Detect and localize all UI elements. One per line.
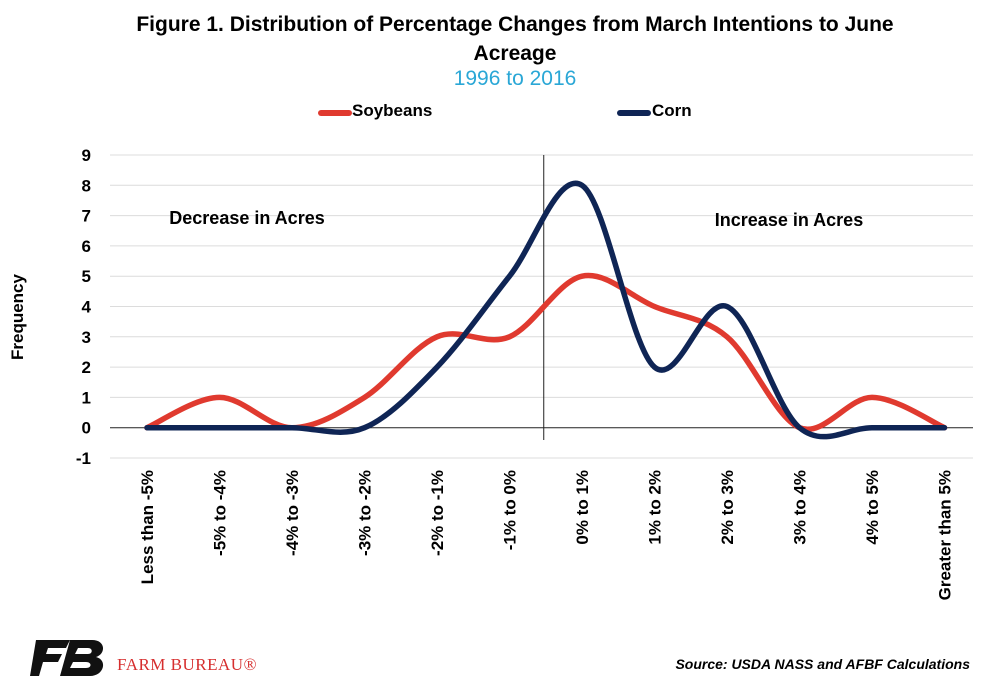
x-tick-label: 3% to 4%: [791, 470, 810, 545]
x-tick-label: 2% to 3%: [718, 470, 737, 545]
chart-title: Figure 1. Distribution of Percentage Cha…: [0, 10, 992, 68]
x-tick-label: -5% to -4%: [211, 470, 230, 556]
y-tick-label: 7: [82, 207, 91, 226]
y-tick-label: 5: [82, 267, 91, 286]
y-tick-label: -1: [76, 449, 91, 468]
x-tick-label: Less than -5%: [138, 470, 157, 584]
annotation-increase: Increase in Acres: [715, 210, 863, 230]
legend-swatch-corn: [617, 110, 651, 116]
x-tick-label: -4% to -3%: [283, 470, 302, 556]
farm-bureau-logo-text: FARM BUREAU®: [117, 655, 257, 674]
y-tick-label: 1: [82, 388, 91, 407]
annotation-decrease: Decrease in Acres: [169, 208, 324, 228]
x-tick-label: -1% to 0%: [501, 470, 520, 550]
y-tick-label: 2: [82, 358, 91, 377]
series-line-soybeans: [144, 272, 948, 433]
legend-label-soybeans: Soybeans: [352, 101, 433, 120]
y-tick-label: 6: [82, 237, 91, 256]
x-tick-label: 1% to 2%: [646, 470, 665, 545]
y-tick-label: 0: [82, 419, 91, 438]
legend-label-corn: Corn: [652, 101, 692, 120]
y-tick-label: 4: [82, 298, 92, 317]
x-tick-label: -3% to -2%: [356, 470, 375, 556]
x-tick-label: 0% to 1%: [573, 470, 592, 545]
chart-title-text: Figure 1. Distribution of Percentage Cha…: [136, 13, 894, 65]
y-tick-label: 9: [82, 146, 91, 165]
y-tick-label: 8: [82, 176, 91, 195]
y-tick-label: 3: [82, 328, 91, 347]
x-tick-label: -2% to -1%: [428, 470, 447, 556]
source-note: Source: USDA NASS and AFBF Calculations: [675, 656, 970, 672]
legend-swatch-soybeans: [318, 110, 352, 116]
x-tick-label: 4% to 5%: [863, 470, 882, 545]
chart-subtitle: 1996 to 2016: [453, 67, 577, 90]
x-tick-label: Greater than 5%: [936, 470, 955, 600]
